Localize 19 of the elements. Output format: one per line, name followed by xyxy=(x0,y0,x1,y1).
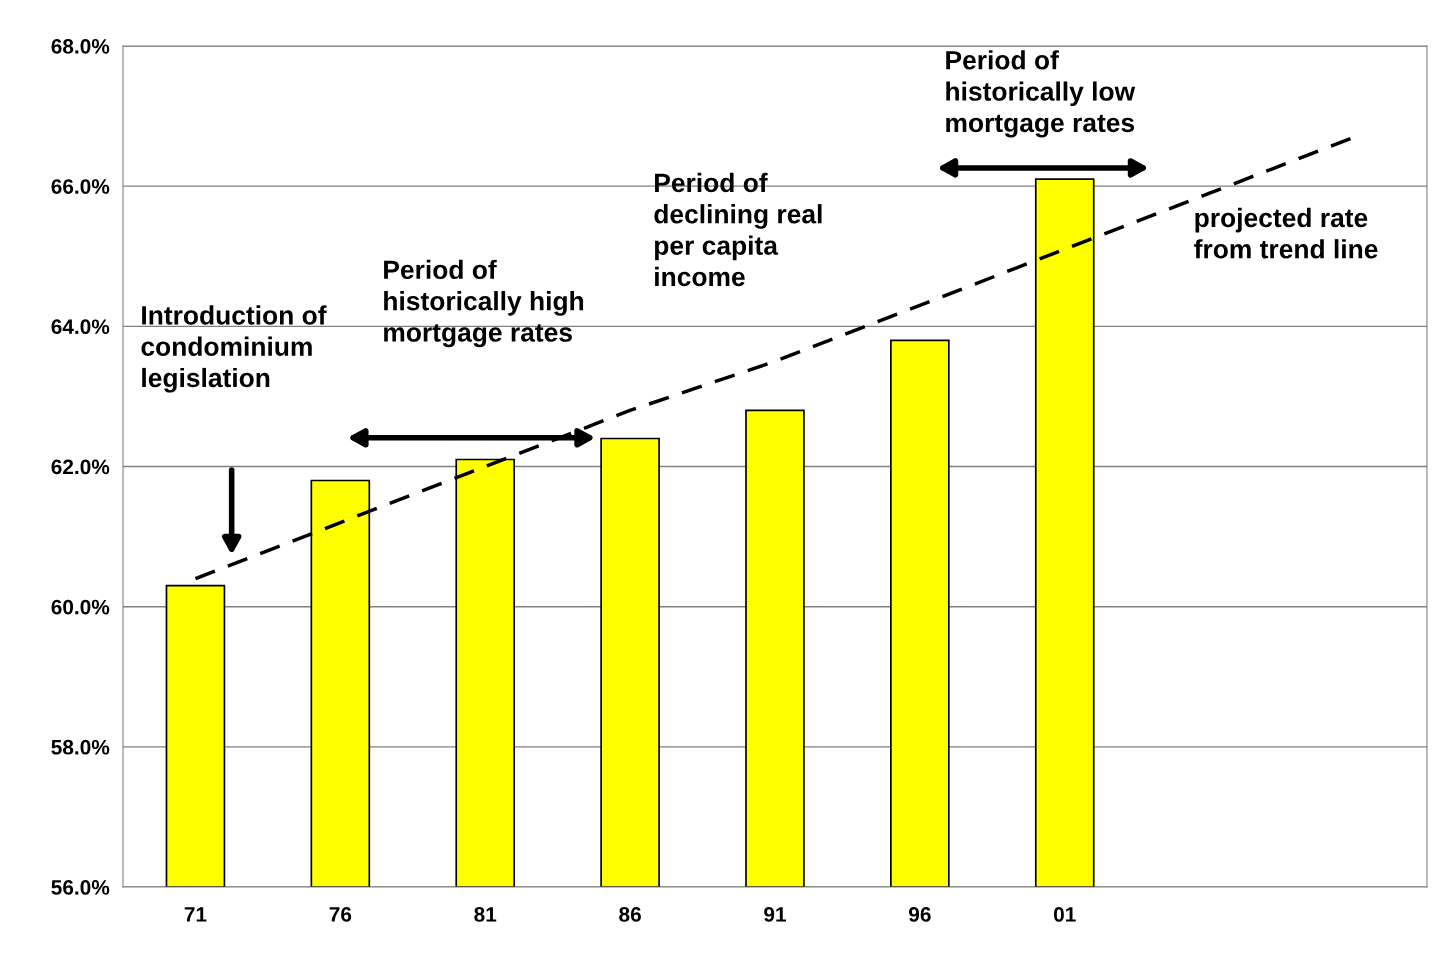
y-tick-label: 64.0% xyxy=(51,319,110,335)
y-tick-label: 60.0% xyxy=(51,599,110,615)
annotation: Introduction of condominium legislation xyxy=(141,305,327,393)
x-tick-label: 71 xyxy=(184,907,207,922)
x-tick-label: 01 xyxy=(1053,907,1076,922)
y-tick-label: 62.0% xyxy=(51,459,110,475)
x-tick-label: 86 xyxy=(619,907,641,922)
x-tick-label: 81 xyxy=(474,907,497,922)
annotation: Period of historically low mortgage rates xyxy=(946,50,1136,138)
annotation: Period of declining real per capita income xyxy=(654,172,822,287)
y-tick-label: 56.0% xyxy=(51,880,110,895)
y-tick-label: 66.0% xyxy=(51,179,110,194)
annotation: Period of historically high mortgage rates xyxy=(384,259,584,348)
y-tick-label: 68.0% xyxy=(51,38,110,54)
x-tick-label: 91 xyxy=(764,907,786,922)
x-tick-label: 96 xyxy=(908,907,931,922)
annotation: projected rate from trend line xyxy=(1194,207,1378,259)
x-tick-label: 76 xyxy=(329,907,352,922)
y-tick-label: 58.0% xyxy=(51,739,110,755)
